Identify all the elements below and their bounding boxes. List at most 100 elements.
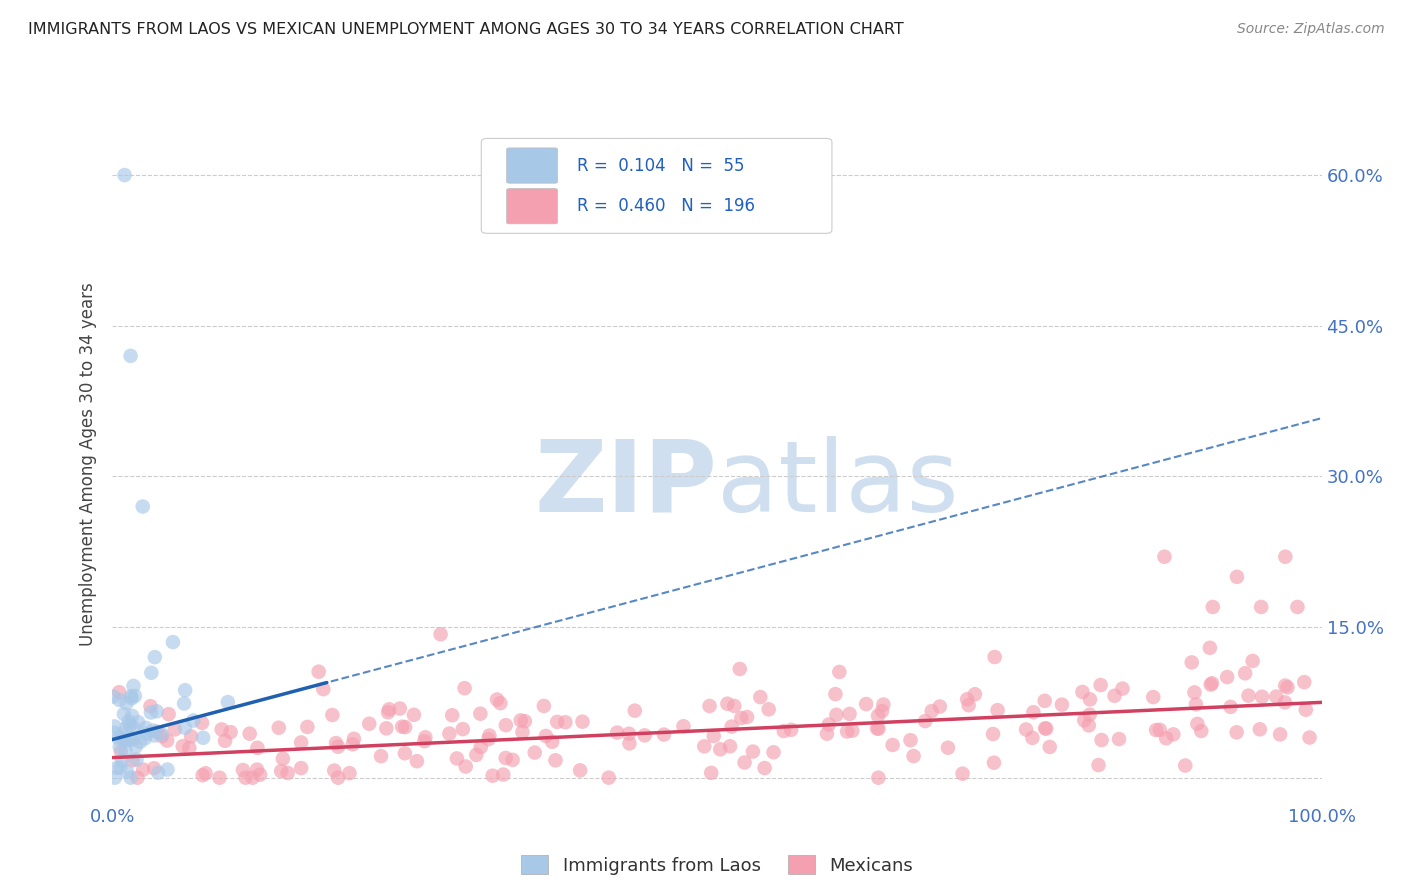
Point <box>1021 731 1043 745</box>
Point <box>162 635 184 649</box>
Point <box>1033 721 1056 735</box>
Point <box>122 721 145 735</box>
Point <box>115 721 138 735</box>
Point <box>1015 723 1038 737</box>
Point <box>914 714 936 728</box>
Text: R =  0.104   N =  55: R = 0.104 N = 55 <box>576 157 744 175</box>
Point <box>1187 717 1209 731</box>
Text: ZIP: ZIP <box>534 435 717 533</box>
Point <box>1149 723 1171 737</box>
Point <box>1201 676 1223 690</box>
Point <box>339 766 361 780</box>
Point <box>214 734 236 748</box>
Point <box>841 723 863 738</box>
Point <box>987 703 1010 717</box>
Point <box>110 760 132 774</box>
Point <box>446 751 468 765</box>
Point <box>453 681 475 696</box>
Point <box>495 751 517 765</box>
Point <box>533 698 555 713</box>
Point <box>134 731 156 746</box>
Point <box>139 699 162 714</box>
Point <box>439 726 461 740</box>
Point <box>470 740 492 755</box>
Point <box>513 714 536 729</box>
FancyBboxPatch shape <box>481 138 832 234</box>
Point <box>108 693 131 707</box>
Point <box>107 731 129 746</box>
Point <box>103 690 125 704</box>
Point <box>183 714 205 728</box>
Point <box>148 765 170 780</box>
Point <box>485 692 508 706</box>
Point <box>375 722 398 736</box>
Point <box>1184 685 1206 699</box>
Point <box>388 701 411 715</box>
Point <box>219 725 242 739</box>
Point <box>523 746 546 760</box>
Point <box>111 753 134 767</box>
Point <box>1073 714 1095 728</box>
Point <box>125 752 148 766</box>
Point <box>325 736 347 750</box>
Point <box>115 764 138 779</box>
Legend: Immigrants from Laos, Mexicans: Immigrants from Laos, Mexicans <box>515 848 920 882</box>
Point <box>326 771 349 785</box>
Point <box>118 718 141 732</box>
Point <box>1251 690 1274 704</box>
Point <box>415 731 437 745</box>
Point <box>108 685 131 699</box>
Point <box>817 717 839 731</box>
Point <box>1274 679 1296 693</box>
Point <box>359 716 381 731</box>
Point <box>936 740 959 755</box>
Point <box>132 500 155 514</box>
Point <box>1199 677 1222 691</box>
Point <box>1274 549 1296 564</box>
Point <box>217 695 239 709</box>
Point <box>762 745 785 759</box>
Point <box>127 771 149 785</box>
Point <box>1050 698 1073 712</box>
Point <box>135 727 157 741</box>
Point <box>512 725 534 739</box>
Point <box>900 733 922 747</box>
Point <box>617 727 640 741</box>
Point <box>180 730 202 744</box>
Point <box>143 729 166 743</box>
Point <box>145 704 167 718</box>
Point <box>815 727 838 741</box>
Point <box>246 763 269 777</box>
Point <box>391 720 413 734</box>
Point <box>838 706 860 721</box>
Point <box>1286 599 1309 614</box>
Point <box>598 771 620 785</box>
Point <box>120 771 142 785</box>
Point <box>312 682 335 697</box>
Point <box>343 731 366 746</box>
Point <box>429 627 451 641</box>
Point <box>194 766 217 780</box>
Point <box>465 747 488 762</box>
Point <box>606 725 628 739</box>
Point <box>454 759 477 773</box>
Point <box>163 723 186 737</box>
Point <box>120 349 142 363</box>
Point <box>495 718 517 732</box>
Point <box>394 720 416 734</box>
Point <box>983 650 1005 665</box>
Point <box>1295 703 1317 717</box>
Point <box>267 721 290 735</box>
Point <box>754 761 776 775</box>
Text: R =  0.460   N =  196: R = 0.460 N = 196 <box>576 197 755 215</box>
Point <box>122 732 145 747</box>
Point <box>735 710 758 724</box>
Point <box>1039 739 1062 754</box>
Point <box>1087 758 1109 772</box>
Point <box>872 698 894 712</box>
Point <box>1199 640 1222 655</box>
Point <box>173 697 195 711</box>
Point <box>828 665 851 679</box>
Point <box>104 726 127 740</box>
Point <box>121 691 143 706</box>
